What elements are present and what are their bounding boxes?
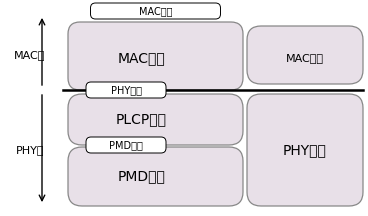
Text: PHY层: PHY层 <box>16 145 44 155</box>
FancyBboxPatch shape <box>68 147 243 206</box>
Text: MAC接口: MAC接口 <box>139 6 172 16</box>
Text: MAC层: MAC层 <box>14 51 46 60</box>
Text: PHY管理: PHY管理 <box>283 143 327 157</box>
FancyBboxPatch shape <box>68 94 243 145</box>
Text: PMD接口: PMD接口 <box>109 140 143 150</box>
Text: PLCP子层: PLCP子层 <box>116 113 167 127</box>
FancyBboxPatch shape <box>91 3 220 19</box>
FancyBboxPatch shape <box>68 22 243 90</box>
FancyBboxPatch shape <box>86 137 166 153</box>
Text: PHY接口: PHY接口 <box>110 85 142 95</box>
Text: PMD子层: PMD子层 <box>117 170 166 184</box>
Text: MAC子层: MAC子层 <box>118 51 165 65</box>
FancyBboxPatch shape <box>247 26 363 84</box>
FancyBboxPatch shape <box>86 82 166 98</box>
FancyBboxPatch shape <box>247 94 363 206</box>
Text: MAC管理: MAC管理 <box>286 53 324 63</box>
